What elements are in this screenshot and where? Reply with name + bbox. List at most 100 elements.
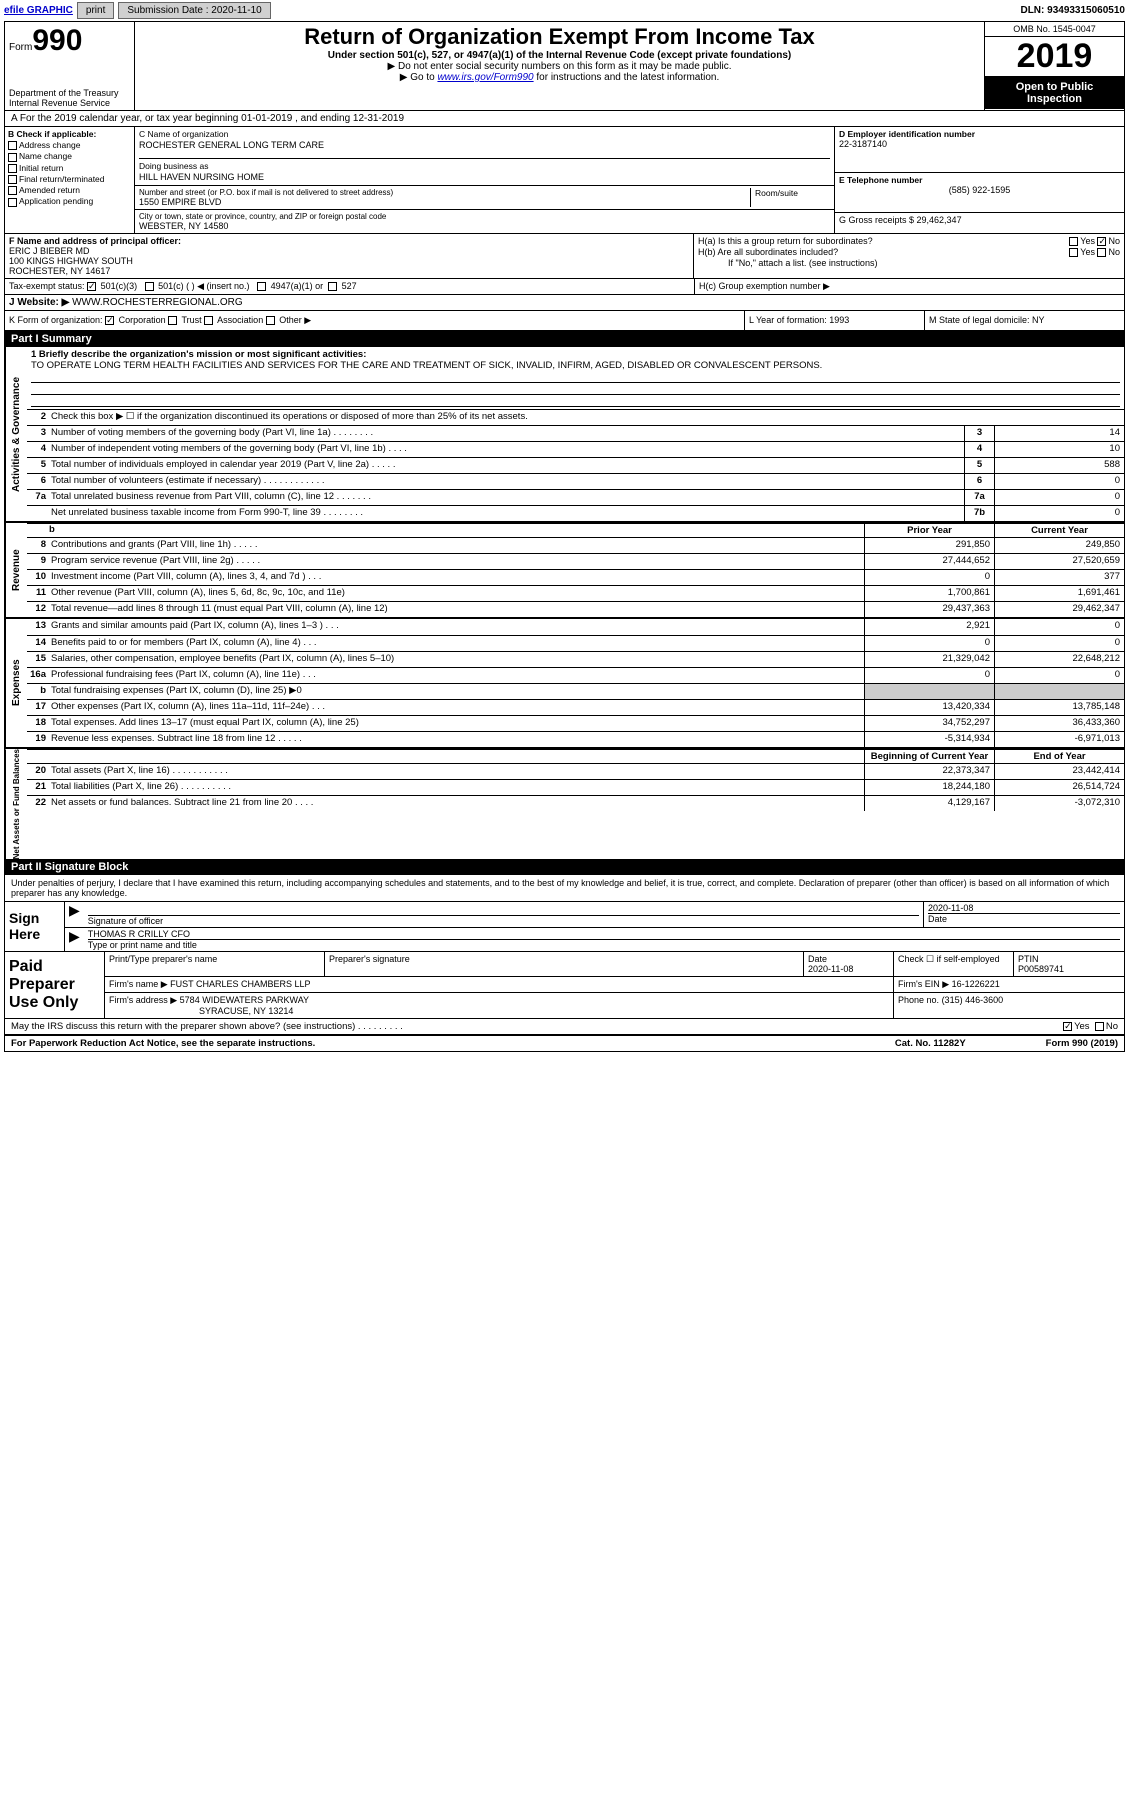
- line2-desc: Check this box ▶ ☐ if the organization d…: [49, 410, 1124, 425]
- line20-end: 23,442,414: [994, 764, 1124, 779]
- tax-exempt-left: Tax-exempt status: 501(c)(3) 501(c) ( ) …: [5, 279, 694, 294]
- 501c3-checkbox[interactable]: [87, 282, 96, 291]
- corp-checkbox[interactable]: [105, 316, 114, 325]
- arrow-icon: ▶: [65, 902, 84, 927]
- discuss-yes-checkbox[interactable]: [1063, 1022, 1072, 1031]
- room-suite-label: Room/suite: [750, 188, 830, 207]
- subtitle-2: ▶ Do not enter social security numbers o…: [141, 61, 978, 72]
- line14-prior: 0: [864, 636, 994, 651]
- name-change-checkbox[interactable]: [8, 153, 17, 162]
- website-value: WWW.ROCHESTERREGIONAL.ORG: [72, 297, 243, 308]
- line11-desc: Other revenue (Part VIII, column (A), li…: [49, 586, 864, 601]
- line13-current: 0: [994, 619, 1124, 635]
- org-info-block: B Check if applicable: Address change Na…: [5, 127, 1124, 234]
- hb-yes-checkbox[interactable]: [1069, 248, 1078, 257]
- firm-name: FUST CHARLES CHAMBERS LLP: [170, 979, 310, 989]
- form-of-org-row: K Form of organization: Corporation Trus…: [5, 311, 1124, 331]
- line7b-desc: Net unrelated business taxable income fr…: [49, 506, 964, 521]
- address-change-checkbox[interactable]: [8, 141, 17, 150]
- expenses-section: Expenses 13Grants and similar amounts pa…: [5, 619, 1124, 747]
- other-label: Other ▶: [279, 315, 311, 325]
- assoc-checkbox[interactable]: [204, 316, 213, 325]
- state-domicile: M State of legal domicile: NY: [924, 311, 1124, 330]
- city-label: City or town, state or province, country…: [139, 212, 830, 221]
- ein-value: 22-3187140: [839, 139, 1120, 149]
- 501c3-label: 501(c)(3): [101, 281, 138, 291]
- line6-val: 0: [994, 474, 1124, 489]
- 4947-checkbox[interactable]: [257, 282, 266, 291]
- side-label-net-assets: Net Assets or Fund Balances: [5, 749, 27, 859]
- line21-end: 26,514,724: [994, 780, 1124, 795]
- line16b-prior: [864, 684, 994, 699]
- line15-desc: Salaries, other compensation, employee b…: [49, 652, 864, 667]
- final-return-checkbox[interactable]: [8, 175, 17, 184]
- form-number: 990: [32, 24, 82, 57]
- efile-link[interactable]: efile GRAPHIC: [4, 5, 73, 16]
- 527-checkbox[interactable]: [328, 282, 337, 291]
- irs-link[interactable]: www.irs.gov/Form990: [437, 72, 533, 83]
- ha-label: H(a) Is this a group return for subordin…: [698, 236, 873, 246]
- initial-return-checkbox[interactable]: [8, 164, 17, 173]
- dba-label: Doing business as: [139, 161, 830, 171]
- line7a-val: 0: [994, 490, 1124, 505]
- form-title: Return of Organization Exempt From Incom…: [141, 24, 978, 50]
- column-b: B Check if applicable: Address change Na…: [5, 127, 135, 233]
- side-label-governance: Activities & Governance: [5, 347, 27, 521]
- application-pending-checkbox[interactable]: [8, 198, 17, 207]
- line5-desc: Total number of individuals employed in …: [49, 458, 964, 473]
- mission-question: 1 Briefly describe the organization's mi…: [31, 349, 1120, 360]
- line20-begin: 22,373,347: [864, 764, 994, 779]
- hb-yes-label: Yes: [1080, 247, 1095, 257]
- line16b-desc: Total fundraising expenses (Part IX, col…: [49, 684, 864, 699]
- top-bar: efile GRAPHIC print Submission Date : 20…: [0, 0, 1129, 21]
- firm-name-label: Firm's name ▶: [109, 979, 168, 989]
- mission-text: TO OPERATE LONG TERM HEALTH FACILITIES A…: [31, 360, 1120, 371]
- amended-return-checkbox[interactable]: [8, 186, 17, 195]
- ha-no-checkbox[interactable]: [1097, 237, 1106, 246]
- discuss-no-checkbox[interactable]: [1095, 1022, 1104, 1031]
- line17-desc: Other expenses (Part IX, column (A), lin…: [49, 700, 864, 715]
- line22-desc: Net assets or fund balances. Subtract li…: [49, 796, 864, 811]
- line16a-current: 0: [994, 668, 1124, 683]
- firm-addr2: SYRACUSE, NY 13214: [109, 1006, 889, 1016]
- 501c-checkbox[interactable]: [145, 282, 154, 291]
- tax-period-row: A For the 2019 calendar year, or tax yea…: [5, 111, 1124, 127]
- 501c-label: 501(c) ( ) ◀ (insert no.): [158, 281, 249, 291]
- hb-no-label: No: [1108, 247, 1120, 257]
- org-address-block: Number and street (or P.O. box if mail i…: [135, 185, 834, 209]
- line6-desc: Total number of volunteers (estimate if …: [49, 474, 964, 489]
- other-checkbox[interactable]: [266, 316, 275, 325]
- line5-val: 588: [994, 458, 1124, 473]
- trust-checkbox[interactable]: [168, 316, 177, 325]
- line15-current: 22,648,212: [994, 652, 1124, 667]
- form-container: Form990 Department of the Treasury Inter…: [4, 21, 1125, 1052]
- print-button[interactable]: print: [77, 2, 114, 19]
- header-middle: Return of Organization Exempt From Incom…: [135, 22, 984, 110]
- preparer-name-label: Print/Type preparer's name: [105, 952, 325, 976]
- line21-desc: Total liabilities (Part X, line 26) . . …: [49, 780, 864, 795]
- line20-desc: Total assets (Part X, line 16) . . . . .…: [49, 764, 864, 779]
- discuss-no-label: No: [1106, 1021, 1118, 1032]
- year-formation: L Year of formation: 1993: [744, 311, 924, 330]
- cat-no: Cat. No. 11282Y: [895, 1038, 966, 1049]
- line18-desc: Total expenses. Add lines 13–17 (must eq…: [49, 716, 864, 731]
- line12-desc: Total revenue—add lines 8 through 11 (mu…: [49, 602, 864, 617]
- hb-no-checkbox[interactable]: [1097, 248, 1106, 257]
- line11-current: 1,691,461: [994, 586, 1124, 601]
- column-d: D Employer identification number 22-3187…: [834, 127, 1124, 233]
- k-label: K Form of organization:: [9, 315, 103, 325]
- firm-ein-label: Firm's EIN ▶: [898, 979, 949, 989]
- discuss-yes-label: Yes: [1074, 1021, 1090, 1032]
- ha-yes-checkbox[interactable]: [1069, 237, 1078, 246]
- line9-prior: 27,444,652: [864, 554, 994, 569]
- sign-here-block: Sign Here ▶ Signature of officer 2020-11…: [5, 902, 1124, 952]
- submission-date-button[interactable]: Submission Date : 2020-11-10: [118, 2, 270, 19]
- part2-header: Part II Signature Block: [5, 859, 1124, 875]
- amended-return-label: Amended return: [19, 185, 80, 195]
- revenue-section: Revenue bPrior YearCurrent Year 8Contrib…: [5, 523, 1124, 617]
- officer-addr1: 100 KINGS HIGHWAY SOUTH: [9, 256, 689, 266]
- side-label-revenue: Revenue: [5, 523, 27, 617]
- website-label: J Website: ▶: [9, 297, 69, 308]
- column-c: C Name of organization ROCHESTER GENERAL…: [135, 127, 834, 233]
- perjury-declaration: Under penalties of perjury, I declare th…: [5, 875, 1124, 902]
